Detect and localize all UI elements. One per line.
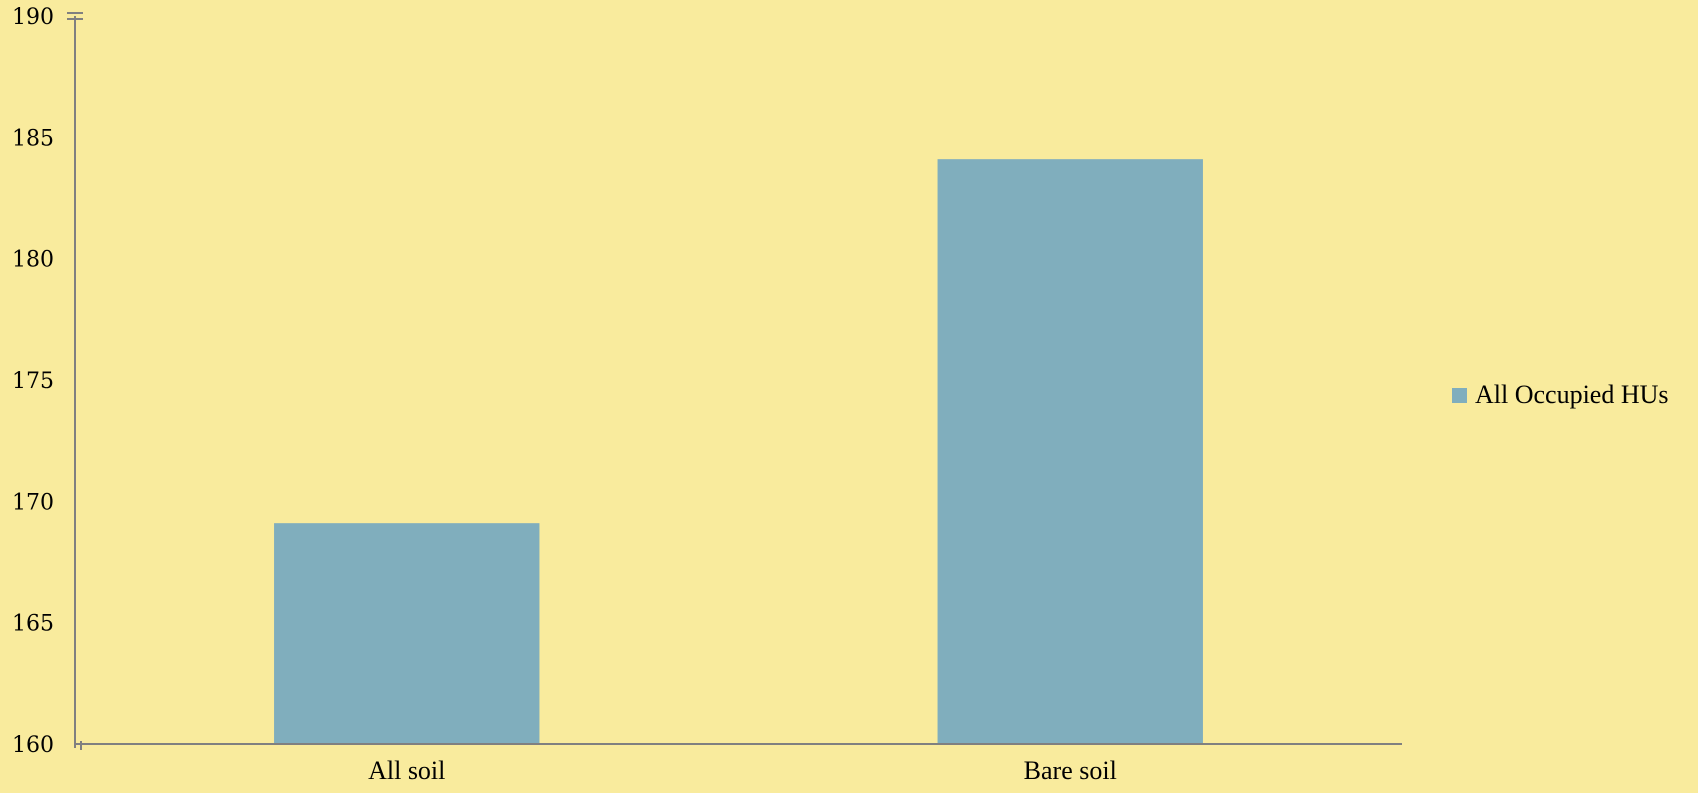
legend-label: All Occupied HUs: [1475, 380, 1669, 409]
x-tick-label: Bare soil: [1024, 756, 1117, 785]
legend-swatch: [1452, 387, 1467, 403]
y-tick-label: 170: [12, 490, 54, 515]
y-tick-label: 175: [12, 369, 54, 394]
bar-all-soil: [274, 523, 540, 743]
bar-bare-soil: [937, 159, 1203, 743]
y-tick-label: 165: [12, 612, 54, 637]
y-tick-label: 180: [12, 248, 54, 273]
x-tick-label: All soil: [368, 756, 445, 785]
chart-legend: All Occupied HUs: [1452, 380, 1669, 410]
y-tick-label: 160: [12, 733, 54, 758]
y-tick-label: 190: [12, 5, 54, 30]
y-tick-label: 185: [12, 126, 54, 151]
